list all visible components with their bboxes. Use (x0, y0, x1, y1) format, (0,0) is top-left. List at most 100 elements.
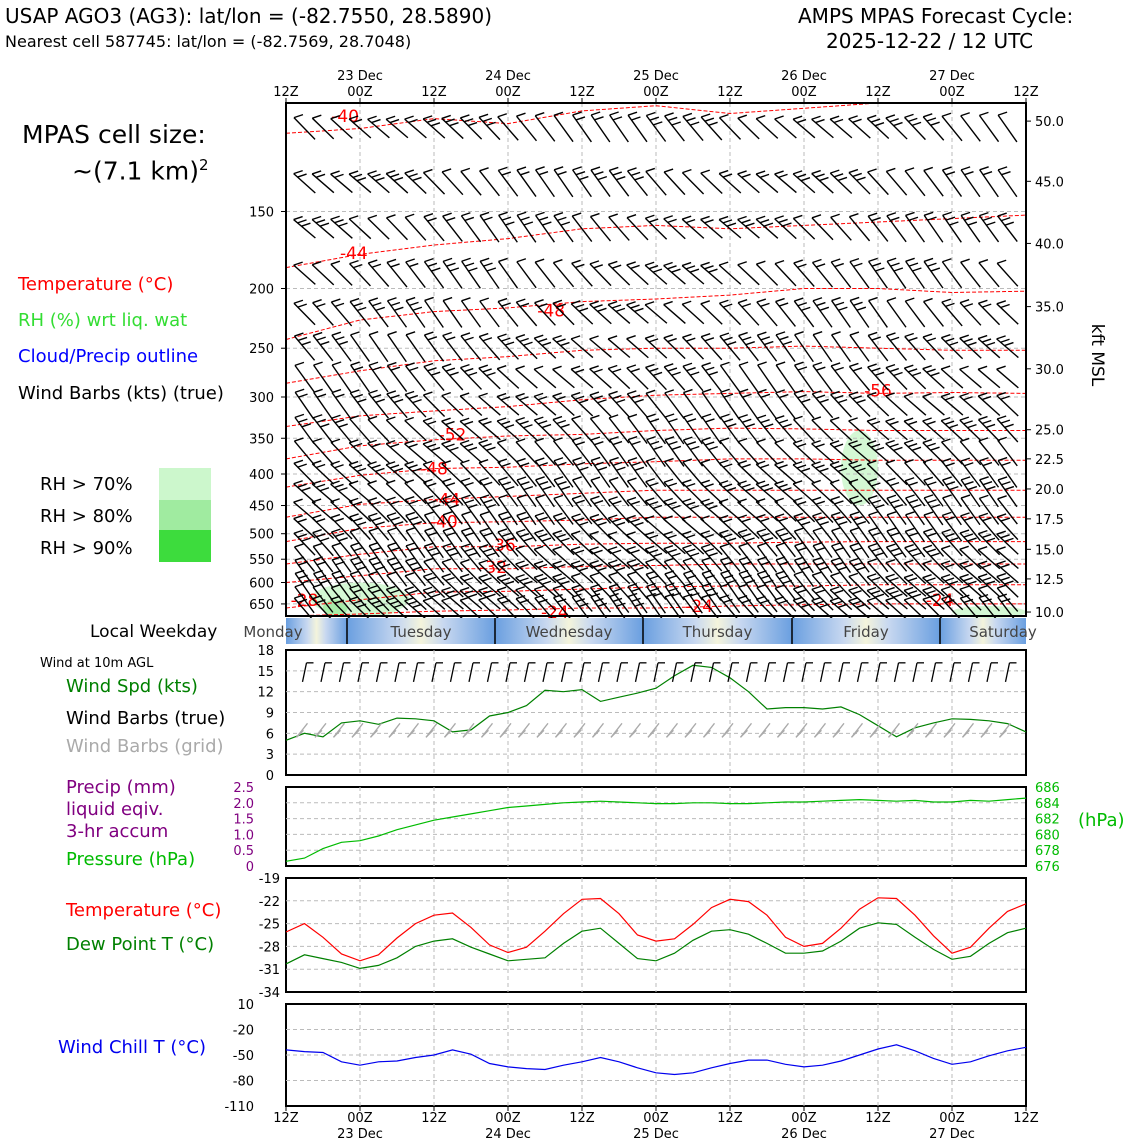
precip-ytick: 2.0 (233, 797, 254, 812)
wind-barb-flag (964, 481, 974, 486)
wind-barb-shaft (718, 518, 742, 539)
wind-barb-shaft (737, 302, 760, 326)
wind-barb-flag (371, 118, 381, 124)
wind-barb-flag (812, 331, 823, 336)
wind-barb-grid-flag (851, 729, 859, 738)
wind-barb-flag (737, 170, 747, 175)
wind-barb-true (764, 662, 770, 682)
wind-barb-grid-flag (814, 729, 822, 738)
wind-barb-shaft (311, 463, 335, 485)
upper-ytick-kft: 22.5 (1035, 453, 1064, 468)
wind-barb-shaft (959, 576, 982, 597)
wind-barb-shaft (682, 392, 704, 420)
wind-barb-shaft (496, 368, 520, 389)
wind-barb-shaft (904, 531, 926, 558)
wind-barb-flag (515, 334, 526, 339)
wind-barb-flag (982, 461, 993, 467)
wind-barb-flag (482, 577, 492, 582)
wind-barb-flag (811, 416, 822, 421)
wind-barb-flag (350, 389, 360, 394)
wind-barb-flag (423, 391, 433, 396)
wind-barb-flag (867, 542, 878, 548)
wind-barb-shaft (774, 418, 797, 443)
wind-barb-flag (393, 176, 404, 182)
wind-barb-flag (905, 211, 915, 217)
rh-legend-70: RH > 70% (40, 474, 133, 495)
wind-barb-flag (423, 478, 433, 484)
wind-barb-flag (297, 303, 307, 308)
wind-barb-flag (977, 392, 988, 397)
wind-barb-flag (597, 602, 608, 607)
wind-barb-flag (907, 443, 918, 448)
wind-barb-flag (760, 532, 770, 538)
wind-barb-shaft (312, 417, 334, 444)
wind-barb-shaft (977, 395, 1001, 417)
wind-barb-flag (312, 583, 323, 588)
wind-barb-shaft (996, 368, 1019, 389)
wind-barb-flag (831, 511, 841, 517)
wind-barb-flag (649, 482, 659, 487)
bottom-xtick-label: 00Z (791, 1111, 817, 1126)
wind-barb-flag (867, 391, 877, 397)
wind-barb-flag (944, 337, 955, 343)
wind-barb-flag (501, 216, 512, 221)
wind-barb-flag (464, 481, 474, 487)
wind-barb-shaft (681, 336, 705, 360)
wind-barb-shaft (867, 215, 889, 242)
wind-barb-shaft (348, 464, 372, 484)
wind-barb-shaft (552, 515, 575, 541)
wind-barb-flag (741, 173, 751, 178)
wind-barb-shaft (941, 532, 963, 557)
wind-barb-shaft (459, 576, 483, 598)
wind-barb-flag (727, 423, 737, 428)
wind-barb-true (486, 662, 493, 682)
wind-barb-shaft (922, 563, 945, 584)
wind-barb-flag (885, 363, 896, 369)
wind-barb-flag (690, 445, 700, 451)
wind-barb-shaft (645, 481, 667, 506)
wind-barb-shaft (700, 336, 723, 361)
wind-barb-flag (760, 599, 770, 604)
wind-barb-flag (686, 574, 697, 580)
wind-barb-flag (578, 567, 589, 572)
wind-barb-flag (745, 537, 755, 542)
wind-barb-flag (960, 112, 970, 117)
wind-barb-flag (838, 306, 848, 311)
wind-barb-flag (464, 532, 475, 537)
wind-barb-shaft (386, 262, 408, 288)
wind-barb-flag (357, 566, 367, 571)
wind-barb-flag (422, 440, 433, 445)
wind-barb-shaft (608, 574, 630, 599)
wind-barb-shaft (442, 498, 463, 525)
wind-barb-flag (294, 437, 304, 442)
wind-barb-flag (478, 586, 488, 592)
wind-barb-shaft (516, 261, 537, 289)
wind-barb-flag (497, 458, 508, 463)
wind-barb-flag (349, 527, 360, 533)
wind-barb-shaft (940, 368, 964, 389)
wind-barb-shaft (552, 576, 575, 598)
wind-barb-true (431, 662, 437, 682)
wind-barb-flag (552, 415, 563, 421)
wind-barb-shaft (515, 532, 538, 557)
wind-barb-flag (571, 212, 582, 217)
wind-barb-shaft (533, 563, 557, 584)
wind-barb-shaft (979, 169, 999, 198)
wind-barb-flag (963, 533, 974, 538)
temp-ytick: -25 (259, 918, 280, 933)
wind-barb-shaft (626, 534, 649, 554)
wind-barb-shaft (904, 300, 926, 328)
wind-barb-flag (572, 111, 582, 116)
wind-barb-flag (756, 414, 767, 419)
wind-barb-flag (356, 177, 367, 182)
wind-barb-flag (763, 222, 774, 227)
wind-barb-flag (294, 543, 304, 548)
wind-barb-flag (720, 361, 730, 367)
wind-barb-flag (338, 487, 348, 492)
wind-barb-shaft (755, 483, 779, 504)
wind-barb-flag (949, 221, 959, 226)
upper-ytick-kft: 30.0 (1035, 363, 1064, 378)
wind-barb-flag (967, 537, 977, 542)
wind-barb-shaft (978, 262, 1000, 288)
